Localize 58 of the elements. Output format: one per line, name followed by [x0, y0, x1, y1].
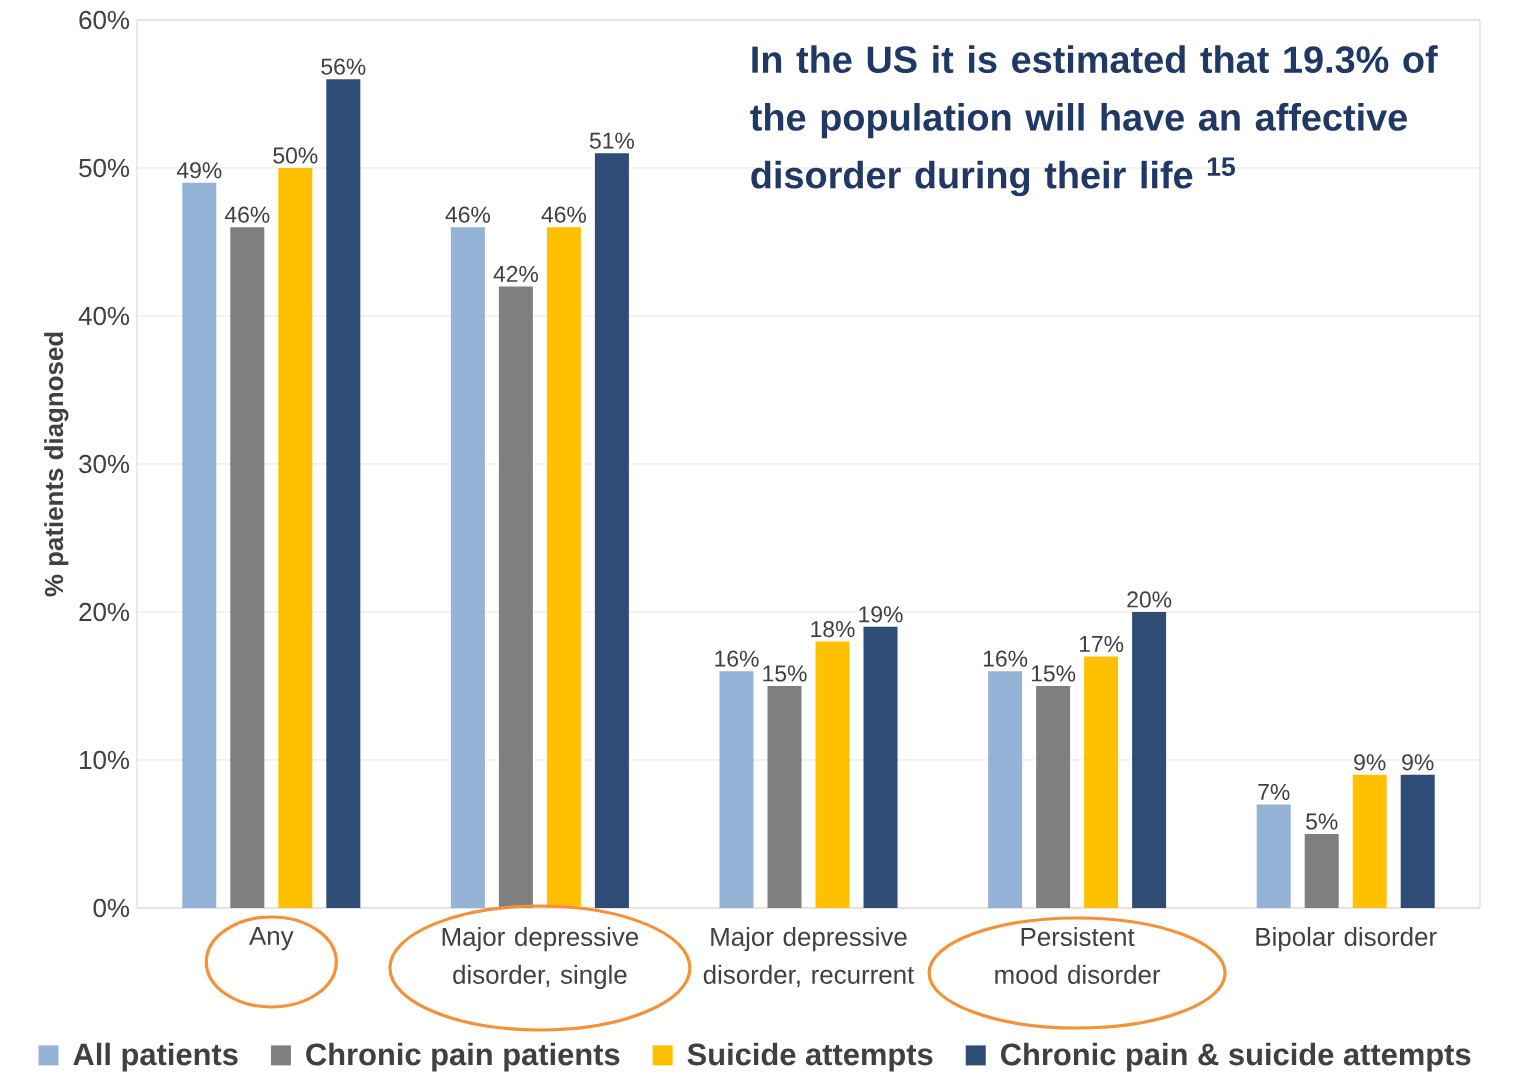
legend-label: Chronic pain patients — [306, 1042, 620, 1072]
annotation: In the US it is estimated that 19.3% of the population will have an affective disorder during their life $^{15}$ — [750, 45, 1438, 197]
y-tick-label: 30% — [79, 454, 130, 474]
bar — [278, 167, 313, 908]
x-tick-label: Major depressive disorder, single — [442, 927, 639, 990]
bar — [1084, 656, 1119, 908]
y-tick-label: 10% — [80, 750, 130, 770]
y-tick-label: 50% — [79, 158, 130, 178]
legend-label: All patients — [73, 1042, 238, 1072]
bar — [1036, 685, 1071, 908]
data-label: 42% — [493, 265, 539, 282]
y-axis-title: % patients diagnosed — [44, 332, 69, 597]
bar — [326, 79, 361, 908]
bar — [230, 227, 265, 908]
legend-label: Chronic pain & suicide attempts — [1001, 1042, 1471, 1072]
data-label: 16% — [983, 650, 1028, 667]
bar — [546, 227, 581, 908]
bar — [182, 182, 217, 908]
data-label: 46% — [541, 206, 587, 223]
data-label: 56% — [321, 58, 366, 75]
bar — [1132, 611, 1167, 908]
data-label: 19% — [859, 606, 903, 623]
data-label: 9% — [1354, 754, 1386, 771]
bar — [815, 641, 850, 908]
bar — [450, 227, 485, 908]
x-tick-label: Any — [249, 927, 294, 951]
bar — [863, 626, 898, 908]
y-tick-label: 0% — [93, 898, 130, 918]
bar — [594, 153, 629, 908]
data-label: 50% — [273, 147, 318, 164]
data-label: 51% — [589, 132, 635, 149]
data-label: 46% — [224, 206, 270, 223]
data-label: 15% — [1031, 665, 1076, 682]
data-label: 9% — [1402, 754, 1434, 771]
data-label: 16% — [715, 650, 759, 667]
y-tick-label: 60% — [79, 10, 130, 30]
data-label: 17% — [1079, 635, 1124, 652]
data-label: 49% — [176, 162, 222, 179]
x-tick-label: Persistent mood disorder — [995, 927, 1161, 984]
bar — [1400, 774, 1435, 908]
legend-label: Suicide attempts — [687, 1042, 933, 1072]
bar — [1304, 833, 1339, 908]
data-label: 20% — [1127, 591, 1172, 608]
data-label: 7% — [1258, 783, 1290, 800]
bar — [1256, 804, 1291, 908]
data-label: 5% — [1306, 813, 1338, 830]
bar — [1352, 774, 1387, 908]
data-label: 15% — [763, 665, 807, 682]
data-label: 18% — [811, 620, 855, 638]
x-tick-label: Bipolar disorder — [1256, 927, 1437, 952]
data-label: 46% — [445, 206, 491, 223]
bar — [988, 671, 1023, 908]
x-tick-label: Major depressive disorder, recurrent — [703, 927, 915, 987]
bar — [767, 685, 802, 908]
bar — [498, 286, 533, 908]
bar — [719, 671, 754, 908]
y-tick-label: 20% — [79, 602, 130, 622]
y-tick-label: 40% — [78, 306, 130, 326]
